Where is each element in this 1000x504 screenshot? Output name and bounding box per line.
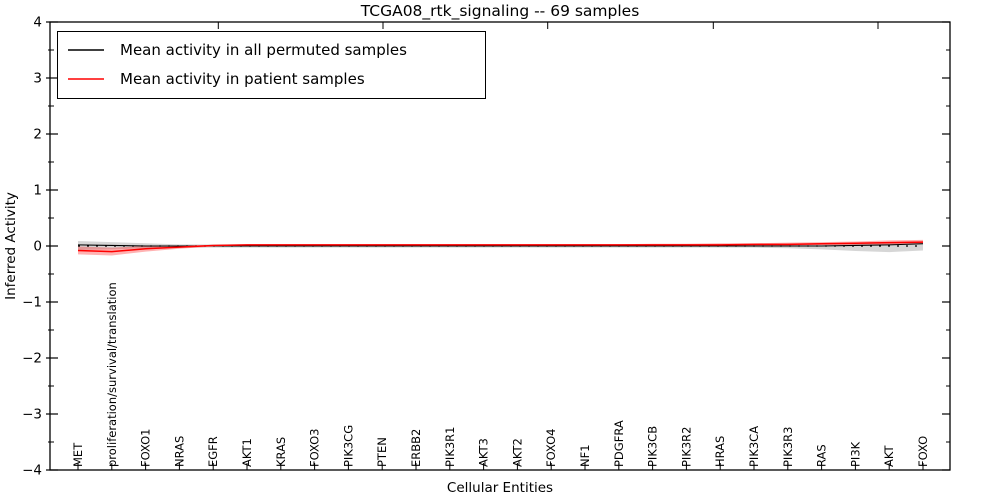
y-tick-label: −2 xyxy=(22,351,42,367)
x-tick-labels: MET proliferation/survival/translation FOX… xyxy=(71,282,930,467)
y-tick-label: −3 xyxy=(22,407,42,423)
x-tick-label: MET xyxy=(71,442,85,467)
x-tick-label: ERBB2 xyxy=(409,429,423,467)
x-tick-label: PTEN xyxy=(375,437,389,467)
y-tick-label: 2 xyxy=(33,127,42,143)
y-tick-label: 0 xyxy=(33,239,42,255)
x-tick-label: PIK3CA xyxy=(747,426,761,467)
x-tick-label: EGFR xyxy=(206,436,220,467)
x-tick-label: FOXO4 xyxy=(544,429,558,467)
x-tick-label: AKT3 xyxy=(477,438,491,467)
y-tick-label: −1 xyxy=(22,295,42,311)
x-tick-label: FOXO1 xyxy=(139,429,153,467)
y-axis-label: Inferred Activity xyxy=(3,192,19,300)
y-tick-label: 1 xyxy=(33,183,42,199)
x-tick-label: proliferation/survival/translation xyxy=(105,282,119,467)
x-tick-label: PDGFRA xyxy=(612,420,626,467)
x-tick-label: NF1 xyxy=(578,444,592,467)
x-tick-label: NRAS xyxy=(172,436,186,467)
x-tick-label: FOXO xyxy=(916,436,930,467)
x-tick-label: KRAS xyxy=(274,437,288,467)
y-tick-labels: 4 3 2 1 0 −1 −2 −3 −4 xyxy=(22,15,42,479)
x-tick-label: AKT1 xyxy=(240,438,254,467)
x-tick-label: RAS xyxy=(815,444,829,467)
x-tick-label: AKT xyxy=(882,444,896,467)
x-tick-label: PIK3CB xyxy=(646,426,660,467)
y-tick-label: 3 xyxy=(33,71,42,87)
x-tick-label: PIK3CG xyxy=(341,425,355,467)
legend-label-patient: Mean activity in patient samples xyxy=(120,70,365,88)
legend: Mean activity in all permuted samples Me… xyxy=(57,31,486,99)
x-tick-label: PIK3R3 xyxy=(781,427,795,468)
x-tick-label: FOXO3 xyxy=(308,429,322,467)
x-axis-label: Cellular Entities xyxy=(447,480,553,496)
legend-box xyxy=(57,31,486,99)
y-tick-label: −4 xyxy=(22,463,42,479)
confidence-bands xyxy=(78,239,923,256)
series-lines xyxy=(77,241,924,253)
x-tick-label: AKT2 xyxy=(510,438,524,467)
x-tick-label: HRAS xyxy=(713,436,727,467)
x-tick-label: PI3K xyxy=(848,441,862,467)
x-tick-label: PIK3R2 xyxy=(679,427,693,468)
x-tick-label: PIK3R1 xyxy=(443,427,457,468)
y-tick-label: 4 xyxy=(33,15,42,31)
legend-label-permuted: Mean activity in all permuted samples xyxy=(120,41,407,59)
axis-ticks xyxy=(46,21,950,471)
chart-title: TCGA08_rtk_signaling -- 69 samples xyxy=(360,2,640,21)
